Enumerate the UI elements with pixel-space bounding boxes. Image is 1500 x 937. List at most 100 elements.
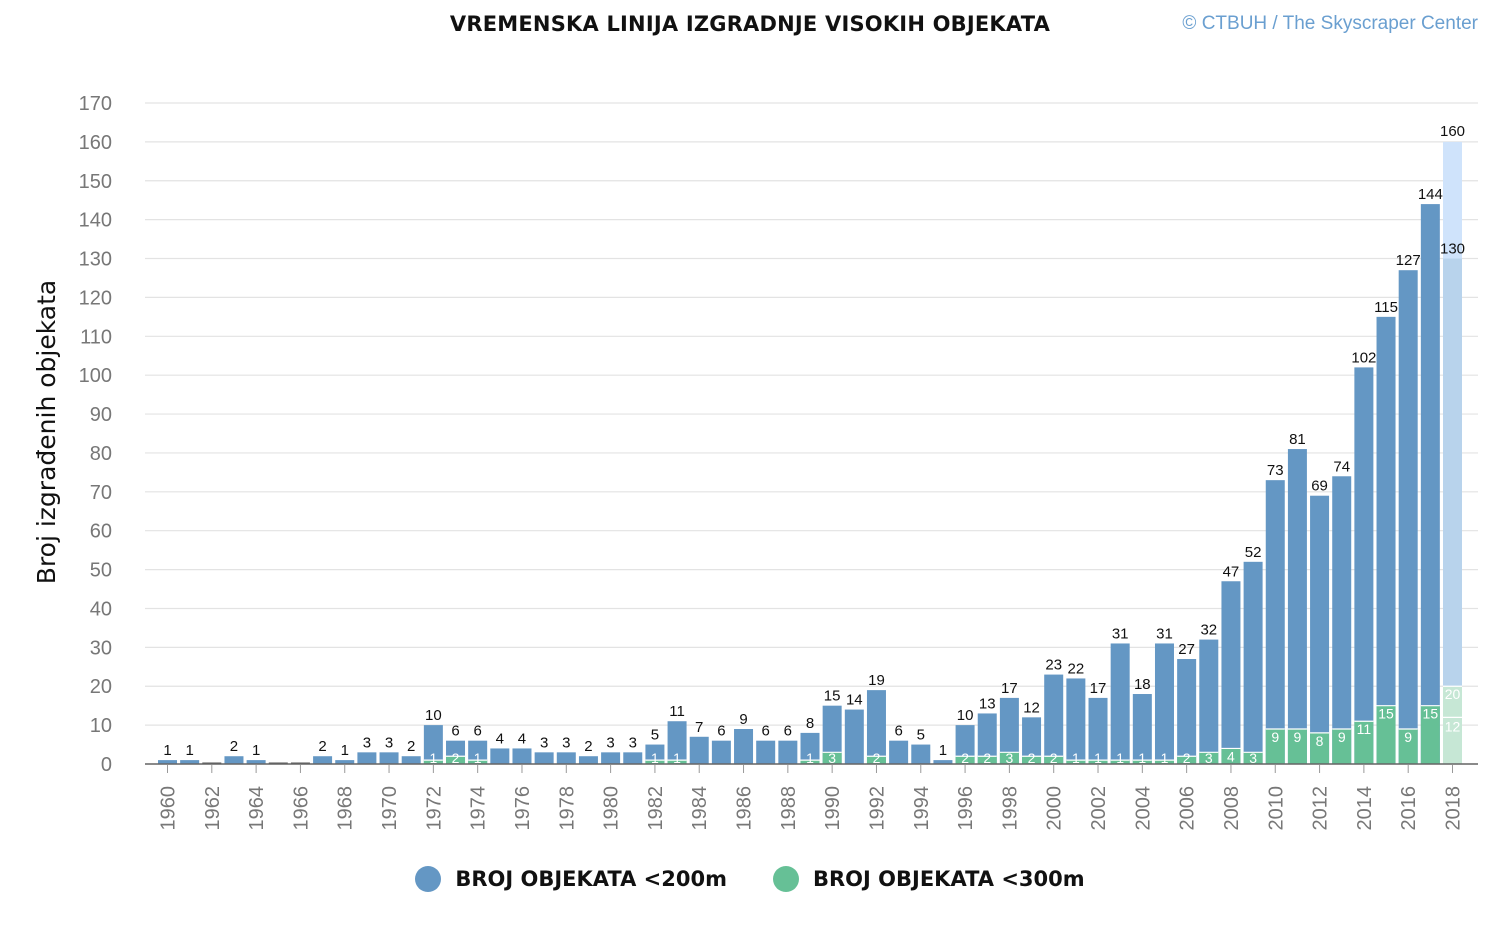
bar-300m [1221, 748, 1241, 764]
data-label-projected: 160 [1440, 123, 1465, 140]
y-tick-label: 0 [101, 754, 112, 776]
data-label-300m: 2 [961, 750, 969, 766]
bar-200m [1199, 639, 1219, 764]
y-tick-label: 90 [90, 404, 112, 426]
x-tick-label: 2016 [1398, 786, 1420, 831]
data-label-total: 1 [252, 742, 260, 759]
y-tick-label: 150 [79, 171, 112, 193]
bar-200m [158, 760, 177, 764]
chart-title: VREMENSKA LINIJA IZGRADNJE VISOKIH OBJEK… [449, 12, 1051, 36]
x-tick-label: 2014 [1354, 786, 1376, 831]
data-label-total: 31 [1112, 625, 1129, 642]
data-label-total: 47 [1223, 563, 1240, 580]
data-label-300m: 9 [1294, 729, 1302, 745]
data-label-300m: 20 [1445, 686, 1461, 702]
bar-200m [977, 713, 997, 764]
bar-200m [401, 756, 421, 764]
data-label-total: 6 [717, 723, 725, 740]
x-tick-label: 1992 [866, 786, 888, 831]
data-label-300m: 3 [1205, 750, 1213, 766]
bar-300m [1265, 729, 1285, 764]
x-tick-label: 2004 [1132, 786, 1154, 831]
bar-300m [800, 760, 820, 764]
data-label-total: 69 [1311, 478, 1328, 495]
credit-text[interactable]: © CTBUH / The Skyscraper Center [1182, 13, 1478, 34]
data-label-300m: 15 [1378, 706, 1394, 722]
x-tick-label: 1966 [290, 786, 312, 831]
bar-300m [822, 752, 842, 764]
legend: BROJ OBJEKATA <200m BROJ OBJEKATA <300m [0, 866, 1500, 892]
data-label-secondary: 12 [1445, 718, 1461, 734]
data-label-total: 32 [1200, 622, 1217, 639]
data-label-total: 31 [1156, 625, 1173, 642]
data-label-300m: 1 [1094, 750, 1102, 766]
data-label-300m: 3 [1249, 750, 1257, 766]
bar-300m [1443, 686, 1462, 764]
bar-200m [623, 752, 643, 764]
data-label-total: 12 [1023, 699, 1040, 716]
bar-300m [1398, 729, 1418, 764]
data-label-300m: 3 [1005, 750, 1013, 766]
bar-200m [844, 709, 864, 764]
y-axis-ticks: 0 10 20 30 40 50 60 70 80 90 100 110 120 130 140 150 160… [79, 93, 112, 776]
bar-200m [1398, 270, 1418, 764]
bar-300m [1110, 760, 1130, 764]
data-label-300m: 1 [1138, 750, 1146, 766]
bar-300m [866, 756, 886, 764]
y-tick-label: 80 [90, 443, 112, 465]
data-label-300m: 1 [474, 750, 482, 766]
legend-item-300m[interactable]: BROJ OBJEKATA <300m [773, 866, 1085, 892]
bar-200m [490, 748, 510, 764]
data-label-300m: 9 [1271, 729, 1279, 745]
bar-300m [1354, 721, 1374, 764]
bar-200m [1376, 316, 1396, 764]
bar-300m [667, 760, 687, 764]
bar-200m [1044, 674, 1064, 764]
y-tick-label: 120 [79, 287, 112, 309]
bar-200m [1354, 367, 1374, 764]
bar-200m [1443, 258, 1462, 764]
x-tick-label: 1996 [955, 786, 977, 831]
data-label-total: 144 [1418, 186, 1443, 203]
x-tick-label: 1964 [246, 786, 268, 831]
data-label-total: 11 [669, 703, 685, 720]
data-label-total: 18 [1134, 676, 1151, 693]
y-tick-label: 20 [90, 676, 112, 698]
bar-200m [601, 752, 621, 764]
bar-200m [1287, 449, 1307, 764]
x-tick-label: 2018 [1443, 786, 1465, 831]
data-label-total: 6 [894, 723, 902, 740]
bar-300m [999, 752, 1019, 764]
y-tick-label: 140 [79, 210, 112, 232]
data-label-300m: 1 [1161, 750, 1169, 766]
bar-200m [246, 760, 266, 764]
bar-200m [379, 752, 399, 764]
data-label-300m: 2 [1050, 750, 1058, 766]
data-label-total: 13 [979, 695, 996, 712]
bar-200m [778, 740, 798, 764]
data-label-total: 115 [1374, 299, 1398, 316]
bar-200m [1265, 480, 1285, 764]
bar-200m [734, 729, 754, 764]
bar-200m [1154, 643, 1174, 764]
y-tick-label: 170 [79, 93, 112, 115]
data-label-300m: 2 [1183, 750, 1191, 766]
bar-300m [977, 756, 997, 764]
bar-200m [512, 748, 532, 764]
bar-200m [1066, 678, 1086, 764]
bar-chart: 0102030405060708090100110120130140150160… [32, 93, 1478, 831]
bar-200m [1420, 204, 1440, 764]
data-label-total: 10 [957, 707, 974, 724]
x-tick-label: 1974 [468, 786, 490, 831]
x-tick-label: 1994 [911, 786, 933, 831]
legend-item-200m[interactable]: BROJ OBJEKATA <200m [415, 866, 727, 892]
bar-200m [1310, 495, 1330, 764]
y-tick-label: 40 [90, 598, 112, 620]
x-tick-label: 1988 [778, 786, 800, 831]
data-label-total: 6 [784, 723, 792, 740]
data-label-total: 6 [762, 723, 770, 740]
data-label-300m: 9 [1338, 729, 1346, 745]
data-label-300m: 3 [828, 750, 836, 766]
bar-300m [955, 756, 975, 764]
data-label-300m: 1 [651, 750, 659, 766]
